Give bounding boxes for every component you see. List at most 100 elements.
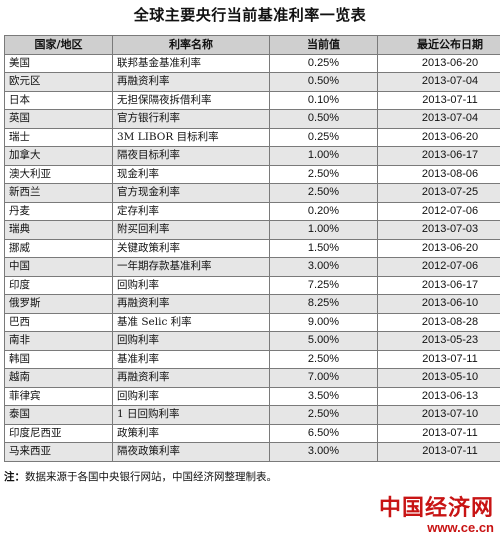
cell-current-value: 2.50% — [269, 164, 378, 184]
cell-rate-name: 3M LIBOR 目标利率 — [112, 127, 270, 147]
table-header-row: 国家/地区 利率名称 当前值 最近公布日期 — [4, 35, 500, 55]
cell-latest-date: 2012-07-06 — [377, 257, 500, 277]
cell-latest-date: 2013-06-20 — [377, 53, 500, 73]
cell-rate-name: 再融资利率 — [112, 368, 270, 388]
table-row: 英国 官方银行利率 0.50% 2013-07-04 — [4, 109, 500, 129]
cell-latest-date: 2013-06-17 — [377, 146, 500, 166]
cell-rate-name: 再融资利率 — [112, 294, 270, 314]
table-row: 韩国 基准利率 2.50% 2013-07-11 — [4, 349, 500, 369]
table-row: 新西兰 官方现金利率 2.50% 2013-07-25 — [4, 183, 500, 203]
cell-current-value: 1.50% — [269, 238, 378, 258]
cell-current-value: 0.50% — [269, 109, 378, 129]
cell-current-value: 7.00% — [269, 368, 378, 388]
cell-country: 美国 — [4, 53, 113, 73]
cell-latest-date: 2013-07-04 — [377, 109, 500, 129]
table-row: 南非 回购利率 5.00% 2013-05-23 — [4, 331, 500, 351]
cell-country: 菲律宾 — [4, 386, 113, 406]
cell-rate-name: 无担保隔夜拆借利率 — [112, 90, 270, 110]
cell-country: 印度 — [4, 275, 113, 295]
table-row: 印度尼西亚 政策利率 6.50% 2013-07-11 — [4, 423, 500, 443]
cell-country: 瑞典 — [4, 220, 113, 240]
cell-rate-name: 回购利率 — [112, 275, 270, 295]
cell-latest-date: 2013-07-04 — [377, 72, 500, 92]
cell-latest-date: 2012-07-06 — [377, 201, 500, 221]
cell-country: 马来西亚 — [4, 442, 113, 462]
cell-rate-name: 一年期存款基准利率 — [112, 257, 270, 277]
cell-latest-date: 2013-06-13 — [377, 386, 500, 406]
cell-rate-name: 基准 Selic 利率 — [112, 312, 270, 332]
cell-latest-date: 2013-07-25 — [377, 183, 500, 203]
watermark-url: www.ce.cn — [427, 520, 494, 535]
cell-rate-name: 隔夜目标利率 — [112, 146, 270, 166]
table-title: 全球主要央行当前基准利率一览表 — [133, 6, 367, 24]
source-note: 注：数据来源于各国中央银行网站，中国经济网整理制表。 — [4, 469, 277, 484]
cell-rate-name: 再融资利率 — [112, 72, 270, 92]
note-text: 数据来源于各国中央银行网站，中国经济网整理制表。 — [25, 471, 277, 483]
cell-latest-date: 2013-05-10 — [377, 368, 500, 388]
cell-current-value: 3.00% — [269, 257, 378, 277]
cell-latest-date: 2013-06-17 — [377, 275, 500, 295]
column-header-country: 国家/地区 — [4, 35, 113, 55]
table-row: 挪威 关键政策利率 1.50% 2013-06-20 — [4, 238, 500, 258]
cell-country: 南非 — [4, 331, 113, 351]
interest-rate-table: 国家/地区 利率名称 当前值 最近公布日期 美国 联邦基金基准利率 0.25% 201… — [4, 35, 500, 462]
table-row: 日本 无担保隔夜拆借利率 0.10% 2013-07-11 — [4, 90, 500, 110]
cell-current-value: 2.50% — [269, 405, 378, 425]
cell-country: 泰国 — [4, 405, 113, 425]
cell-current-value: 3.50% — [269, 386, 378, 406]
column-header-latest-date: 最近公布日期 — [377, 35, 500, 55]
column-header-current-value: 当前值 — [269, 35, 378, 55]
cell-country: 俄罗斯 — [4, 294, 113, 314]
cell-latest-date: 2013-07-10 — [377, 405, 500, 425]
cell-rate-name: 关键政策利率 — [112, 238, 270, 258]
cell-current-value: 0.25% — [269, 127, 378, 147]
cell-latest-date: 2013-06-10 — [377, 294, 500, 314]
cell-rate-name: 官方银行利率 — [112, 109, 270, 129]
cell-rate-name: 附买回利率 — [112, 220, 270, 240]
cell-current-value: 0.25% — [269, 53, 378, 73]
cell-current-value: 2.50% — [269, 183, 378, 203]
cell-rate-name: 政策利率 — [112, 423, 270, 443]
cell-current-value: 0.50% — [269, 72, 378, 92]
cell-country: 日本 — [4, 90, 113, 110]
table-row: 丹麦 定存利率 0.20% 2012-07-06 — [4, 201, 500, 221]
cell-current-value: 0.20% — [269, 201, 378, 221]
table-row: 瑞典 附买回利率 1.00% 2013-07-03 — [4, 220, 500, 240]
cell-latest-date: 2013-05-23 — [377, 331, 500, 351]
table-row: 菲律宾 回购利率 3.50% 2013-06-13 — [4, 386, 500, 406]
cell-country: 澳大利亚 — [4, 164, 113, 184]
cell-country: 欧元区 — [4, 72, 113, 92]
cell-current-value: 0.10% — [269, 90, 378, 110]
cell-country: 新西兰 — [4, 183, 113, 203]
watermark-logo: 中国经济网 www.ce.cn — [379, 490, 494, 535]
watermark-title: 中国经济网 — [378, 495, 494, 521]
cell-current-value: 1.00% — [269, 146, 378, 166]
cell-country: 印度尼西亚 — [4, 423, 113, 443]
table-row: 澳大利亚 现金利率 2.50% 2013-08-06 — [4, 164, 500, 184]
cell-current-value: 3.00% — [269, 442, 378, 462]
table-row: 欧元区 再融资利率 0.50% 2013-07-04 — [4, 72, 500, 92]
cell-rate-name: 基准利率 — [112, 349, 270, 369]
table-row: 俄罗斯 再融资利率 8.25% 2013-06-10 — [4, 294, 500, 314]
table-row: 巴西 基准 Selic 利率 9.00% 2013-08-28 — [4, 312, 500, 332]
cell-latest-date: 2013-06-20 — [377, 127, 500, 147]
cell-current-value: 6.50% — [269, 423, 378, 443]
cell-current-value: 7.25% — [269, 275, 378, 295]
table-row: 马来西亚 隔夜政策利率 3.00% 2013-07-11 — [4, 442, 500, 462]
cell-country: 挪威 — [4, 238, 113, 258]
cell-latest-date: 2013-07-03 — [377, 220, 500, 240]
cell-current-value: 2.50% — [269, 349, 378, 369]
cell-current-value: 9.00% — [269, 312, 378, 332]
table-row: 越南 再融资利率 7.00% 2013-05-10 — [4, 368, 500, 388]
cell-rate-name: 回购利率 — [112, 386, 270, 406]
cell-country: 中国 — [4, 257, 113, 277]
cell-rate-name: 隔夜政策利率 — [112, 442, 270, 462]
cell-rate-name: 联邦基金基准利率 — [112, 53, 270, 73]
cell-country: 丹麦 — [4, 201, 113, 221]
table-row: 泰国 1 日回购利率 2.50% 2013-07-10 — [4, 405, 500, 425]
cell-latest-date: 2013-07-11 — [377, 442, 500, 462]
column-header-rate-name: 利率名称 — [112, 35, 270, 55]
cell-country: 巴西 — [4, 312, 113, 332]
table-row: 中国 一年期存款基准利率 3.00% 2012-07-06 — [4, 257, 500, 277]
cell-current-value: 1.00% — [269, 220, 378, 240]
